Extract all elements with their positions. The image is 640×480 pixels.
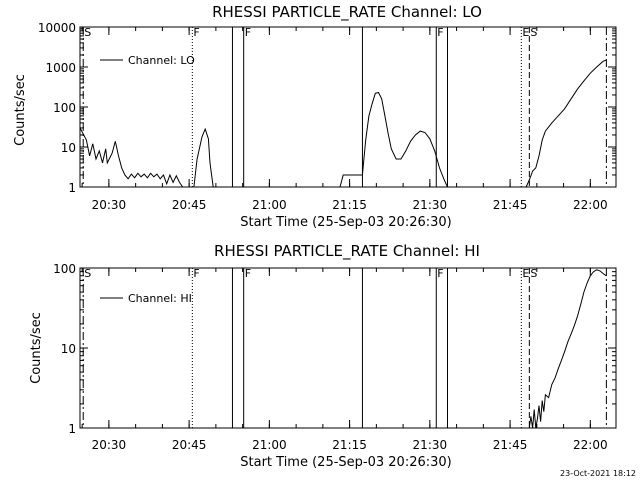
chart-title-hi: RHESSI PARTICLE_RATE Channel: HI (214, 242, 480, 261)
event-flag-label-lo: F (245, 26, 251, 39)
y-tick-label-lo: 1 (68, 181, 76, 195)
x-tick-label-hi: 21:45 (493, 438, 528, 452)
x-tick-label-lo: 21:30 (413, 198, 448, 212)
event-flag-label-hi: F (193, 267, 199, 280)
event-flag-label-hi: S (84, 267, 91, 280)
legend-lo: Channel: LO (100, 54, 195, 67)
legend-label-hi: Channel: HI (128, 292, 192, 305)
y-axis-label-hi: Counts/sec (29, 312, 44, 384)
legend-label-lo: Channel: LO (128, 54, 195, 67)
x-tick-label-lo: 21:15 (332, 198, 367, 212)
y-tick-label-hi: 1 (68, 422, 76, 436)
x-tick-label-hi: 21:30 (413, 438, 448, 452)
x-tick-label-lo: 21:45 (493, 198, 528, 212)
event-flag-label-lo: E (522, 26, 529, 39)
event-flag-label-hi: F (245, 267, 251, 280)
event-flag-label-hi: E (522, 267, 529, 280)
x-axis-label-lo: Start Time (25-Sep-03 20:26:30) (240, 215, 451, 230)
event-flag-label-hi: S (530, 267, 537, 280)
x-tick-label-lo: 21:00 (252, 198, 287, 212)
panel-hi-channel: RHESSI PARTICLE_RATE Channel: HI Start T… (29, 242, 617, 470)
x-axis-label-hi: Start Time (25-Sep-03 20:26:30) (240, 455, 451, 470)
y-tick-label-lo: 1000 (45, 61, 76, 75)
event-flag-label-lo: S (84, 26, 91, 39)
series-line-lo (79, 127, 184, 188)
y-tick-label-lo: 100 (53, 101, 76, 115)
y-tick-label-lo: 10 (61, 141, 76, 155)
series-line-hi (528, 269, 607, 429)
chart-title-lo: RHESSI PARTICLE_RATE Channel: LO (212, 3, 482, 22)
y-tick-label-hi: 100 (53, 262, 76, 276)
legend-hi: Channel: HI (100, 292, 192, 305)
footer-timestamp: 23-Oct-2021 18:12 (560, 469, 636, 478)
series-line-lo (525, 59, 607, 188)
x-tick-label-hi: 21:00 (252, 438, 287, 452)
event-flag-label-hi: F (437, 267, 443, 280)
event-flag-label-lo: F (437, 26, 443, 39)
y-axis-label-lo: Counts/sec (13, 74, 28, 146)
x-tick-label-lo: 22:00 (573, 198, 608, 212)
x-tick-label-hi: 22:00 (573, 438, 608, 452)
x-tick-label-hi: 21:15 (332, 438, 367, 452)
event-flag-label-lo: F (193, 26, 199, 39)
x-tick-label-lo: 20:45 (172, 198, 207, 212)
y-tick-label-hi: 10 (61, 342, 76, 356)
event-flag-label-lo: S (530, 26, 537, 39)
series-line-lo (193, 127, 214, 188)
x-tick-label-lo: 20:30 (92, 198, 127, 212)
y-tick-label-lo: 10000 (38, 21, 76, 35)
x-tick-label-hi: 20:30 (92, 438, 127, 452)
series-line-lo (339, 91, 448, 188)
panel-lo-channel: RHESSI PARTICLE_RATE Channel: LO Start T… (13, 3, 617, 230)
x-tick-label-hi: 20:45 (172, 438, 207, 452)
